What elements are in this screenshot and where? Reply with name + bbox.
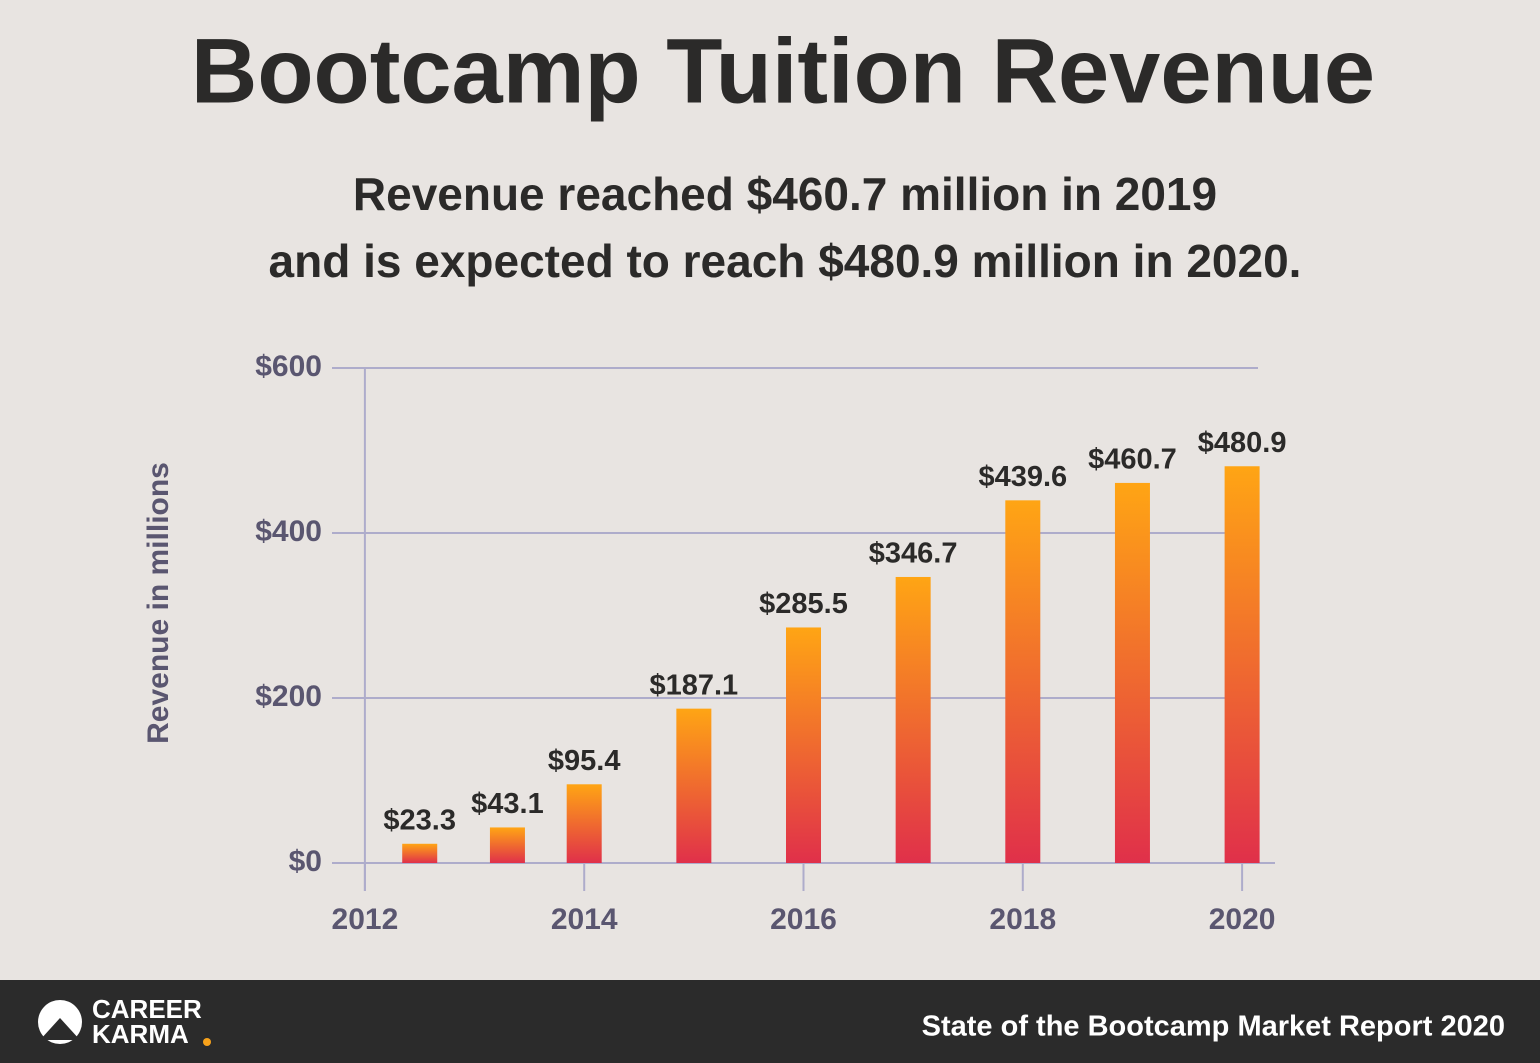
value-label: $439.6: [978, 461, 1067, 493]
value-label: $43.1: [471, 788, 544, 820]
chart-subtitle: Revenue reached $460.7 million in 2019: [353, 168, 1217, 220]
source: State of the Bootcamp Market Report 2020: [922, 1011, 1505, 1043]
bar: [489, 827, 525, 863]
value-label: $23.3: [383, 804, 456, 836]
x-tick-label: 2018: [989, 903, 1056, 936]
value-label: $285.5: [759, 588, 848, 620]
value-label: $187.1: [649, 669, 738, 701]
value-label: $460.7: [1088, 444, 1177, 476]
bar: [676, 708, 712, 863]
brand: KARMA: [92, 1019, 189, 1049]
y-tick-label: $0: [289, 845, 322, 878]
chart-subtitle: and is expected to reach $480.9 million …: [269, 235, 1302, 287]
brand: CAREER: [92, 994, 202, 1024]
y-axis-label: Revenue in millions: [142, 462, 175, 744]
bar: [895, 576, 931, 863]
x-tick-label: 2014: [551, 903, 618, 936]
bar: [566, 784, 602, 863]
value-label: $480.9: [1198, 427, 1287, 459]
bar: [1224, 466, 1260, 863]
value-label: $95.4: [548, 745, 621, 777]
bar: [786, 627, 821, 863]
bar: [1114, 482, 1150, 863]
value-label: $346.7: [869, 538, 958, 570]
logo-icon: [40, 1018, 80, 1040]
y-tick-label: $200: [255, 680, 322, 713]
chart-title: Bootcamp Tuition Revenue: [191, 20, 1375, 122]
y-tick-label: $600: [255, 350, 322, 383]
bar: [1005, 500, 1041, 863]
logo-dot: [203, 1038, 211, 1046]
footer-bar: [0, 980, 1540, 1063]
x-tick-label: 2016: [770, 903, 837, 936]
y-tick-label: $400: [255, 515, 322, 548]
bar: [402, 843, 438, 863]
x-tick-label: 2020: [1209, 903, 1276, 936]
x-tick-label: 2012: [332, 903, 399, 936]
